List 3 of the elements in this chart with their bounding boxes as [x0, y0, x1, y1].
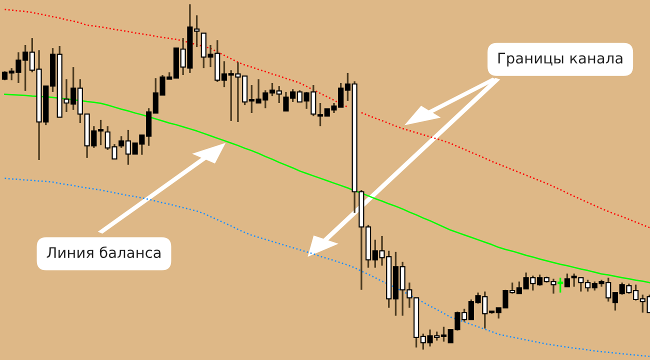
annotation: Линия баланса: [46, 246, 160, 258]
annotation: Границы канала: [498, 52, 622, 66]
candlestick: [558, 276, 564, 294]
